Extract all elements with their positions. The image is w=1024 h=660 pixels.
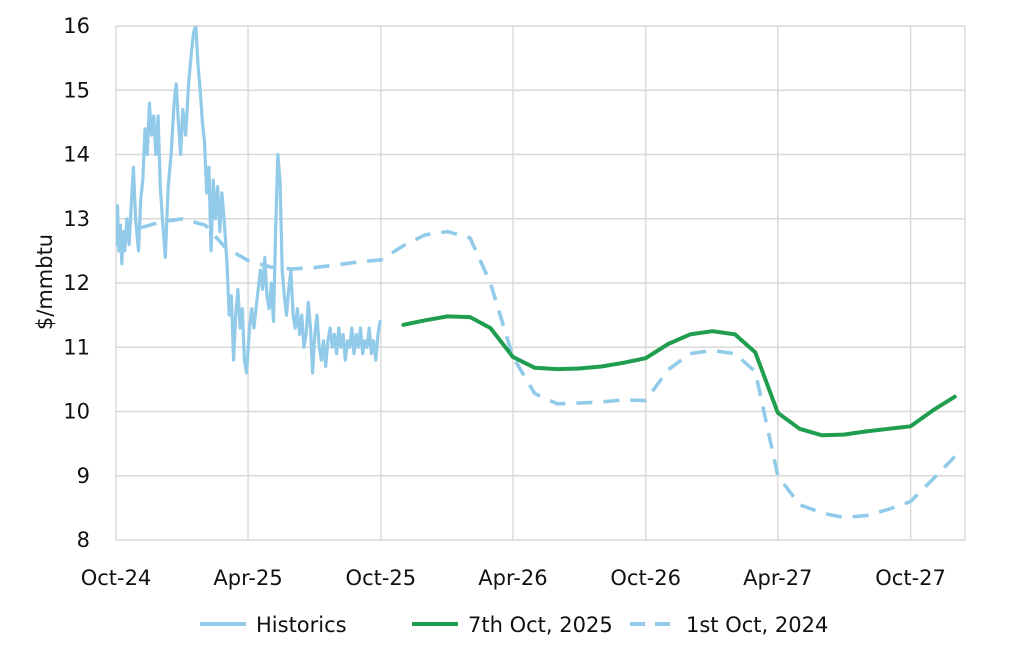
y-tick-label: 15 (63, 78, 90, 102)
series-line-0 (116, 26, 382, 375)
y-tick-label: 11 (63, 335, 90, 359)
x-axis-ticks: Oct-24 Apr-25 Oct-25 Apr-26 Oct-26 Apr-27 Oct-… (81, 566, 946, 590)
legend-label: 1st Oct, 2024 (686, 613, 828, 637)
series-lines (116, 26, 957, 520)
x-tick-label: Oct-27 (875, 566, 946, 590)
gridlines (115, 25, 966, 541)
legend-label: 7th Oct, 2025 (468, 613, 613, 637)
y-tick-label: 9 (77, 464, 90, 488)
series-line-1 (401, 314, 957, 438)
y-axis-ticks: 8 9 10 11 12 13 14 15 16 (63, 14, 90, 552)
x-tick-label: Apr-25 (213, 566, 282, 590)
x-tick-label: Oct-25 (346, 566, 417, 590)
y-tick-label: 12 (63, 271, 90, 295)
x-tick-label: Oct-26 (610, 566, 681, 590)
legend-label: Historics (256, 613, 347, 637)
x-tick-label: Apr-26 (478, 566, 547, 590)
y-tick-label: 14 (63, 143, 90, 167)
series-line-2 (116, 217, 957, 520)
y-tick-label: 10 (63, 400, 90, 424)
y-tick-label: 13 (63, 207, 90, 231)
y-tick-label: 8 (77, 528, 90, 552)
y-axis-title: $/mmbtu (33, 234, 57, 330)
x-tick-label: Oct-24 (81, 566, 152, 590)
legend: Historics 7th Oct, 2025 1st Oct, 2024 (200, 613, 828, 637)
y-tick-label: 16 (63, 14, 90, 38)
x-tick-label: Apr-27 (743, 566, 812, 590)
